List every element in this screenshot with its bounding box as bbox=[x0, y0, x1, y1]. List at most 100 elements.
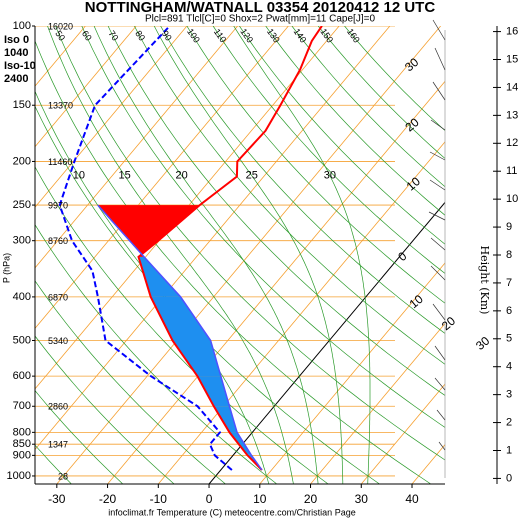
profile-line bbox=[97, 204, 263, 471]
moist-adiabat bbox=[153, 26, 344, 484]
y2-tick-label: 5 bbox=[506, 333, 512, 345]
parcel-area bbox=[172, 340, 221, 377]
dry-adiabat bbox=[344, 26, 445, 132]
y2-tick-label: 16 bbox=[506, 25, 518, 37]
dry-adiabat bbox=[35, 39, 431, 484]
y2-tick-label: 7 bbox=[506, 277, 512, 289]
moist-adiabat bbox=[93, 26, 319, 484]
x-tick-label: 30 bbox=[355, 492, 369, 506]
isotherm bbox=[35, 26, 340, 390]
y2-tick-label: 15 bbox=[506, 53, 518, 65]
isotherm bbox=[35, 26, 238, 269]
moist-adiabat-label: 20 bbox=[175, 169, 187, 181]
y-tick-label: 850 bbox=[13, 438, 31, 450]
chart-title: NOTTINGHAM/WATNALL 03354 20120412 12 UTC bbox=[85, 0, 436, 16]
plot-area bbox=[35, 26, 445, 484]
height-label: 6870 bbox=[48, 292, 68, 302]
parcel-area bbox=[150, 296, 211, 341]
y-tick-label: 250 bbox=[13, 199, 31, 211]
isotherm bbox=[310, 322, 445, 484]
y2-axis-label: Height (Km) bbox=[478, 246, 491, 315]
height-label: 28 bbox=[58, 471, 68, 481]
y-tick-label: 900 bbox=[13, 449, 31, 461]
x-tick-label: 20 bbox=[304, 492, 318, 506]
annotation: Iso-10 bbox=[4, 60, 36, 72]
chart-subtitle: Plcl=891 Tlcl[C]=0 Shox=2 Pwat[mm]=11 Ca… bbox=[145, 14, 375, 25]
y-tick-label: 300 bbox=[13, 235, 31, 247]
y2-tick-label: 2 bbox=[506, 416, 512, 428]
dry-adiabat bbox=[212, 26, 445, 274]
y2-tick-label: 10 bbox=[506, 193, 518, 205]
dry-adiabat bbox=[55, 26, 445, 461]
y2-tick-label: 0 bbox=[506, 472, 512, 484]
height-label: 8760 bbox=[48, 236, 68, 246]
y2-tick-label: 13 bbox=[506, 109, 518, 121]
y-tick-label: 200 bbox=[13, 155, 31, 167]
y-tick-label: 1000 bbox=[7, 470, 31, 482]
dry-adiabat bbox=[35, 224, 278, 484]
profile-line bbox=[137, 26, 323, 471]
y2-tick-label: 1 bbox=[506, 444, 512, 456]
isotherm bbox=[107, 80, 445, 484]
height-label: 16020 bbox=[48, 21, 73, 31]
y2-tick-label: 3 bbox=[506, 389, 512, 401]
y-tick-label: 700 bbox=[13, 400, 31, 412]
y2-tick-label: 8 bbox=[506, 249, 512, 261]
isotherm bbox=[208, 201, 445, 484]
dry-adiabat-label: 50 bbox=[53, 29, 67, 43]
height-label: 2860 bbox=[48, 402, 68, 412]
dry-adiabat bbox=[35, 166, 329, 484]
y-tick-label: 150 bbox=[13, 99, 31, 111]
annotation: 1040 bbox=[4, 47, 28, 59]
dry-adiabat-label: 90 bbox=[160, 29, 174, 43]
height-label: 1347 bbox=[48, 440, 68, 450]
isotherm bbox=[360, 383, 445, 484]
x-axis-label: infoclimat.fr Temperature (C) meteocentr… bbox=[108, 507, 355, 517]
dry-adiabat bbox=[265, 26, 445, 216]
dry-adiabat bbox=[35, 105, 380, 484]
y2-tick-label: 12 bbox=[506, 137, 518, 149]
x-tick-label: -30 bbox=[48, 492, 66, 506]
dry-adiabat bbox=[35, 335, 175, 484]
y-tick-label: 100 bbox=[13, 20, 31, 32]
y-tick-label: 800 bbox=[13, 426, 31, 438]
x-tick-label: 0 bbox=[206, 492, 213, 506]
moist-adiabat-label: 10 bbox=[73, 169, 85, 181]
dry-adiabat bbox=[81, 26, 445, 428]
wind-panel bbox=[428, 19, 446, 478]
dry-adiabat bbox=[35, 390, 124, 484]
x-tick-label: -20 bbox=[99, 492, 117, 506]
dry-adiabat bbox=[107, 26, 445, 396]
dry-adiabat bbox=[134, 26, 445, 365]
x-tick-label: 40 bbox=[405, 492, 419, 506]
annotation: Iso 0 bbox=[4, 34, 29, 46]
isotherm bbox=[35, 26, 137, 148]
x-tick-label: -10 bbox=[150, 492, 168, 506]
x-tick-label: 10 bbox=[253, 492, 267, 506]
parcel-area bbox=[138, 256, 181, 297]
isotherm bbox=[35, 26, 289, 330]
moist-adiabat-label: 15 bbox=[119, 169, 131, 181]
dry-adiabat bbox=[186, 26, 445, 304]
moist-adiabat-label: 30 bbox=[324, 169, 336, 181]
dry-adiabat bbox=[291, 26, 445, 188]
dry-adiabat-label: 60 bbox=[80, 29, 94, 43]
annotation: 2400 bbox=[4, 73, 28, 85]
dry-adiabat-label: 80 bbox=[133, 29, 147, 43]
dry-adiabat bbox=[160, 26, 445, 334]
isotherm bbox=[35, 26, 391, 451]
moist-adiabat-label: 25 bbox=[246, 169, 258, 181]
y2-tick-label: 14 bbox=[506, 81, 518, 93]
y2-tick-label: 9 bbox=[506, 221, 512, 233]
y2-tick-label: 6 bbox=[506, 305, 512, 317]
isotherm bbox=[35, 26, 188, 208]
isotherm bbox=[56, 26, 441, 484]
height-label: 13370 bbox=[48, 101, 73, 111]
dry-adiabat bbox=[239, 26, 445, 245]
y-tick-label: 500 bbox=[13, 334, 31, 346]
parcel-area bbox=[197, 376, 230, 407]
parcel-area bbox=[97, 205, 200, 257]
height-label: 11460 bbox=[48, 157, 72, 167]
profile-line bbox=[58, 26, 233, 471]
